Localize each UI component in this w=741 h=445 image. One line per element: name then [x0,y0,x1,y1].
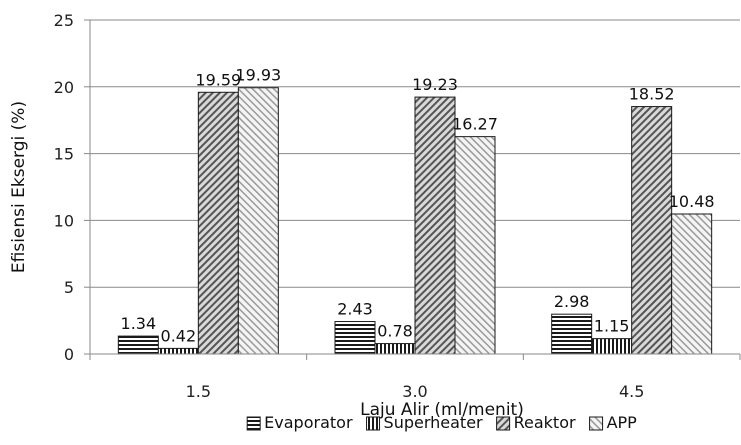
y-axis-title: Efisiensi Eksergi (%) [9,101,29,273]
data-label: 0.42 [161,326,197,345]
data-label: 2.43 [337,300,373,319]
legend-label: Evaporator [264,413,353,432]
bar-evaporator [334,321,376,355]
x-tick-label: 4.5 [619,382,644,401]
legend-label: APP [607,413,638,432]
bar-evaporator [551,313,593,355]
legend-item-reaktor: Reaktor [496,413,576,432]
bar-reaktor [414,96,456,355]
data-label: 19.23 [412,75,458,94]
bar-app [671,213,713,355]
data-label: 16.27 [452,115,498,134]
y-tick-label: 10 [54,211,74,230]
legend-swatch [366,416,381,431]
legend-swatch [246,416,261,431]
y-tick-label: 0 [64,345,74,364]
y-tick-label: 5 [64,278,74,297]
x-axis-ticks: 1.5 3.0 4.5 [89,354,741,401]
data-label: 10.48 [669,192,715,211]
bar-superheater [374,343,416,355]
bar-superheater [591,338,633,355]
x-tick-label: 1.5 [186,382,211,401]
data-label: 1.15 [594,317,630,336]
bar-app [237,87,279,355]
legend-label: Reaktor [514,413,576,432]
data-label: 0.78 [377,322,413,341]
data-label: 1.34 [121,314,157,333]
bars [117,87,713,355]
legend-item-superheater: Superheater [366,413,484,432]
bar-reaktor [631,106,673,355]
x-tick-label: 3.0 [402,382,427,401]
legend-item-app: APP [589,413,638,432]
legend-swatch [496,416,511,431]
legend-label: Superheater [384,413,484,432]
x-axis-title: Laju Alir (ml/menit) [360,400,524,420]
y-tick-label: 20 [54,78,74,97]
bar-evaporator [117,335,159,355]
data-label: 2.98 [554,292,590,311]
legend: Evaporator Superheater Reaktor APP [246,413,638,432]
y-tick-label: 15 [54,145,74,164]
bar-superheater [157,347,199,355]
data-label: 19.93 [235,66,281,85]
data-label: 18.52 [629,85,675,104]
y-axis-ticks: 0 5 10 15 20 25 [54,11,90,364]
y-tick-label: 25 [54,11,74,30]
legend-item-evaporator: Evaporator [246,413,353,432]
legend-swatch [589,416,604,431]
bar-app [454,136,496,355]
data-label: 19.59 [195,70,241,89]
bar-reaktor [197,91,239,355]
